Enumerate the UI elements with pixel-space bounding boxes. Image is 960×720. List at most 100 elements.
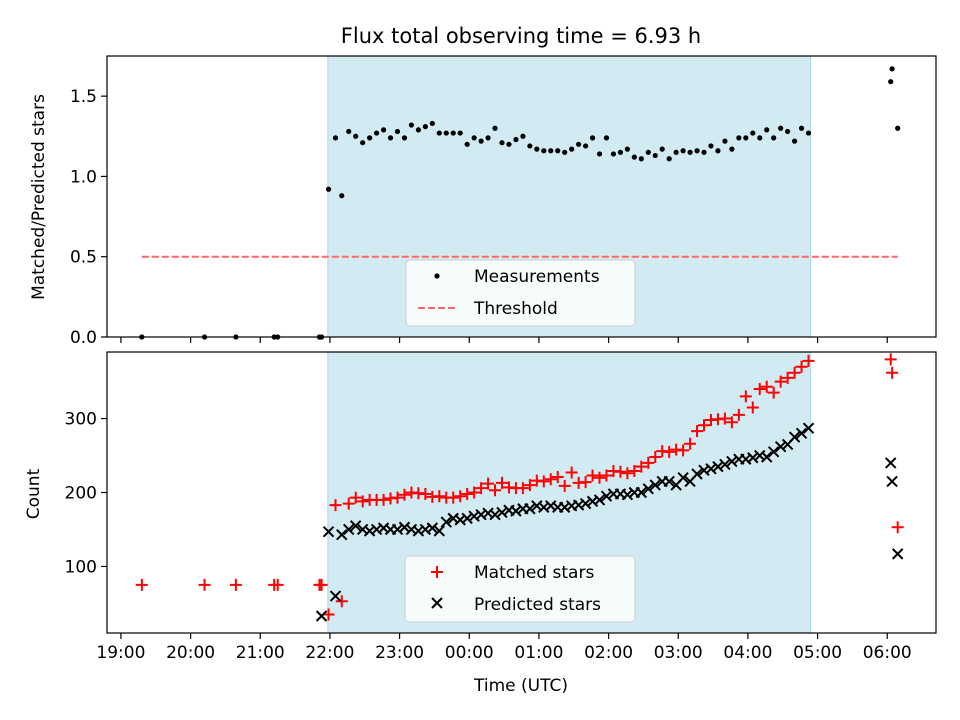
matched-point [565, 466, 578, 479]
bottom-legend: Matched stars Predicted stars [404, 555, 636, 623]
measurement-point [764, 127, 770, 133]
measurement-point [464, 141, 470, 147]
matched-point [322, 608, 335, 621]
matched-point [628, 465, 641, 478]
measurement-point [736, 135, 742, 141]
y-tick-label: 200 [65, 484, 97, 504]
y-tick-label: 0.5 [70, 248, 97, 268]
measurement-point [785, 128, 791, 135]
predicted-point [579, 497, 592, 510]
measurement-point [353, 133, 359, 139]
predicted-point [761, 451, 773, 463]
measurement-point [360, 140, 366, 146]
measurement-point [499, 140, 505, 146]
measurement-point [631, 154, 637, 160]
matched-point [329, 499, 342, 512]
measurement-point [548, 148, 554, 154]
predicted-point [747, 452, 759, 464]
measurement-point [888, 79, 894, 85]
matched-point [349, 491, 362, 504]
measurement-point [673, 149, 679, 155]
bottom-legend-box [404, 555, 636, 623]
predicted-point [510, 505, 522, 517]
x-tick-label: 19:00 [96, 643, 145, 663]
matched-point [586, 469, 599, 482]
measurement-point [562, 149, 568, 155]
matched-point [600, 469, 613, 482]
matched-point [593, 471, 606, 484]
predicted-point [440, 516, 452, 528]
predicted-point [774, 440, 787, 453]
x-tick-label: 06:00 [863, 643, 912, 663]
measurement-point [471, 135, 477, 141]
measurement-point [771, 135, 777, 141]
x-tick-label: 22:00 [305, 643, 354, 663]
matched-point [135, 578, 148, 591]
matched-point [558, 479, 571, 492]
measurement-point [534, 146, 540, 152]
measurement-point [757, 135, 763, 141]
x-tick-label: 20:00 [166, 643, 215, 663]
measurement-point [346, 128, 352, 135]
measurement-point [429, 120, 435, 127]
matched-point [788, 366, 801, 379]
measurement-point [729, 146, 735, 152]
matched-point [454, 490, 467, 503]
predicted-point [489, 508, 501, 521]
y-tick-label: 300 [65, 410, 97, 430]
measurement-point [520, 133, 526, 139]
x-tick-label: 04:00 [723, 643, 772, 663]
matched-point [579, 476, 592, 489]
x-axis-label: Time (UTC) [473, 676, 568, 696]
measurement-point [457, 130, 463, 136]
measurement-point [652, 152, 658, 159]
matched-point [760, 380, 773, 393]
matched-point [753, 382, 766, 395]
matched-point [356, 495, 369, 508]
matched-point [523, 479, 536, 492]
measurement-point [443, 130, 449, 136]
matched-point [489, 484, 502, 497]
predicted-point [329, 590, 342, 602]
legend-matched-marker [431, 566, 443, 578]
matched-point [447, 491, 460, 504]
matched-point [315, 578, 328, 591]
measurement-point [436, 130, 442, 136]
matched-point [642, 456, 655, 469]
matched-point [725, 416, 738, 429]
predicted-point [322, 525, 335, 538]
predicted-point [705, 463, 717, 475]
x-tick-label: 21:00 [236, 643, 285, 663]
measurement-point [408, 122, 415, 128]
measurement-point [645, 149, 651, 155]
bottom-y-ticks: 100 200 300 [65, 410, 107, 577]
top-y-ticks: 0.0 0.5 1.0 1.5 [70, 87, 107, 348]
measurement-point [555, 148, 561, 154]
matched-point [468, 486, 481, 499]
matched-point [739, 390, 752, 403]
matched-point [537, 475, 550, 488]
matched-point [475, 482, 488, 495]
matched-point [271, 578, 284, 591]
legend-threshold-label: Threshold [473, 299, 558, 319]
matched-point [461, 487, 474, 500]
measurement-point [805, 130, 812, 136]
top-legend: Measurements Threshold [405, 259, 636, 327]
measurement-point [694, 148, 700, 154]
x-tick-label: 01:00 [514, 643, 563, 663]
predicted-point [649, 479, 661, 491]
measurement-point [367, 135, 373, 141]
legend-predicted-label: Predicted stars [474, 595, 601, 615]
measurement-point [527, 143, 533, 149]
matched-point [551, 470, 564, 483]
predicted-point [593, 494, 606, 506]
matched-point [891, 521, 904, 534]
measurement-point [422, 124, 428, 130]
matched-point [649, 451, 662, 464]
top-y-axis-label: Matched/Predicted stars [29, 94, 49, 300]
predicted-point [719, 458, 731, 471]
measurement-point [582, 143, 589, 149]
measurement-point [617, 149, 624, 155]
predicted-point [391, 523, 404, 536]
measurement-point [506, 141, 512, 147]
